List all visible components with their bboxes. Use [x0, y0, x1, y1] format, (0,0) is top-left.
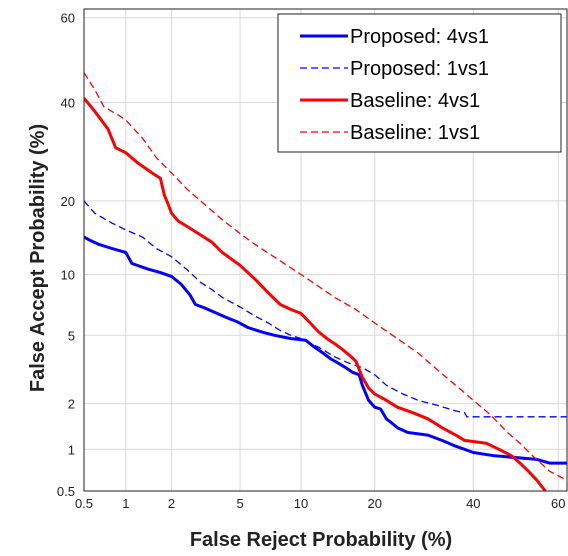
- plot-frame: [83, 8, 568, 492]
- x-axis-label: False Reject Probability (%): [190, 529, 452, 551]
- y-tick-label: 2: [68, 397, 75, 412]
- x-tick-label: 5: [236, 496, 243, 511]
- x-tick-label: 1: [122, 496, 129, 511]
- tick-labels: 0.5 1 2 5 10 20 40 60 0.5 1 2 5 10 20 40 60: [57, 11, 566, 511]
- x-tick-label: 0.5: [75, 496, 93, 511]
- legend-label-4: Baseline: 1vs1: [350, 122, 480, 144]
- legend-label-2: Proposed: 1vs1: [350, 58, 489, 80]
- series-line-4: [84, 72, 567, 481]
- y-tick-label: 1: [68, 442, 75, 457]
- y-tick-label: 20: [61, 194, 75, 209]
- x-tick-label: 10: [294, 496, 308, 511]
- y-axis-label: False Accept Probability (%): [27, 124, 49, 392]
- y-tick-label: 5: [68, 328, 75, 343]
- legend-label-1: Proposed: 4vs1: [350, 26, 489, 48]
- series-line-2: [84, 200, 567, 418]
- legend: Proposed: 4vs1 Proposed: 1vs1 Baseline: 4v…: [277, 13, 562, 153]
- x-tick-label: 20: [367, 496, 381, 511]
- series-line-1: [84, 235, 567, 465]
- y-tick-label: 40: [61, 95, 75, 110]
- series-line-3: [84, 97, 547, 491]
- x-tick-label: 40: [466, 496, 480, 511]
- y-tick-label: 10: [61, 267, 75, 282]
- legend-label-3: Baseline: 4vs1: [350, 90, 480, 112]
- series-lines: [84, 72, 567, 491]
- y-tick-label: 60: [61, 11, 75, 26]
- y-tick-label: 0.5: [57, 484, 75, 499]
- x-tick-label: 2: [168, 496, 175, 511]
- x-tick-label: 60: [551, 496, 565, 511]
